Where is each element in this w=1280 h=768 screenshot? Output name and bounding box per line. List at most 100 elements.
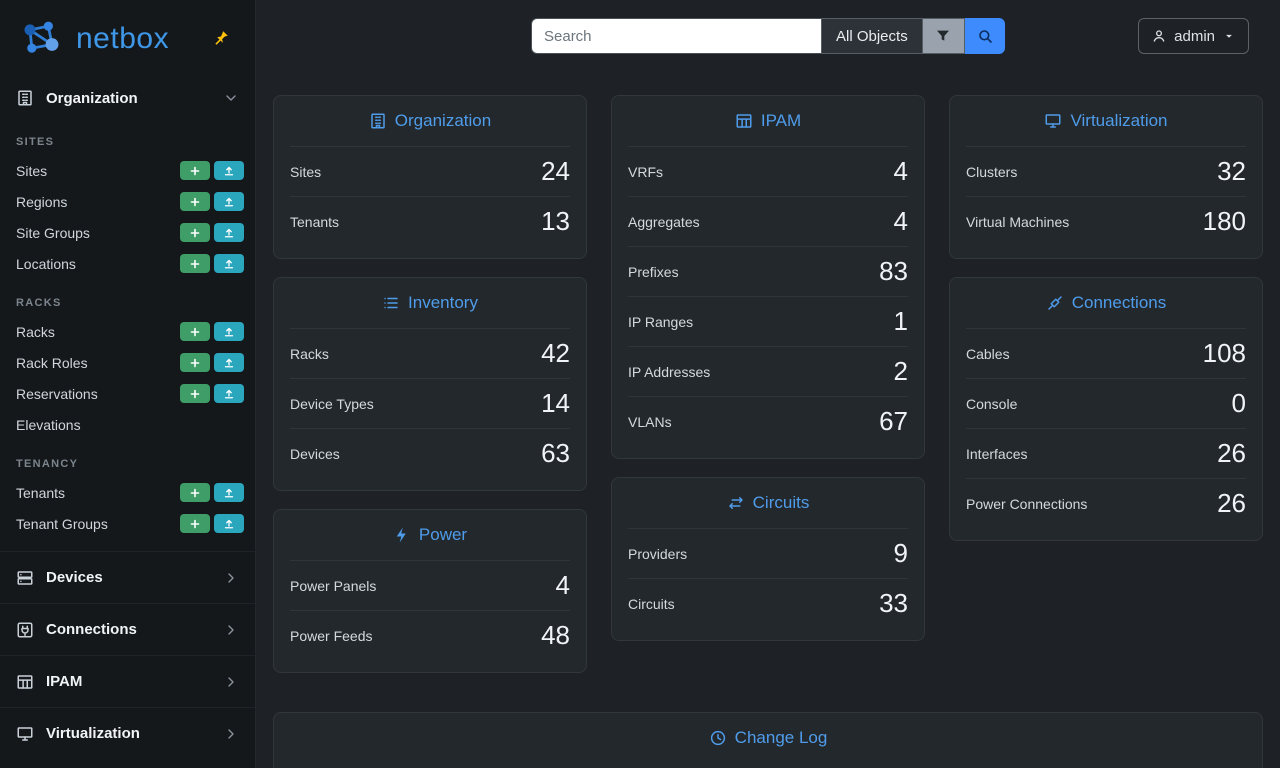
add-regions-button[interactable]: [180, 192, 210, 211]
sidebar-item-label[interactable]: Regions: [16, 193, 68, 210]
sidebar-item-locations[interactable]: Locations: [0, 248, 255, 279]
import-site-groups-button[interactable]: [214, 223, 244, 242]
stat-label[interactable]: Sites: [290, 163, 322, 180]
stat-label[interactable]: Cables: [966, 345, 1010, 362]
sidebar-item-label[interactable]: Reservations: [16, 385, 98, 402]
netbox-logo[interactable]: netbox: [0, 0, 255, 78]
add-reservations-button[interactable]: [180, 384, 210, 403]
sidebar-item-tenant-groups[interactable]: Tenant Groups: [0, 508, 255, 539]
stat-value[interactable]: 26: [1217, 488, 1246, 518]
stat-label[interactable]: IP Ranges: [628, 313, 694, 330]
sidebar-item-label[interactable]: Sites: [16, 162, 48, 179]
stat-value[interactable]: 1: [893, 306, 908, 336]
sidebar-item-elevations[interactable]: Elevations: [0, 409, 255, 440]
stat-label[interactable]: Racks: [290, 345, 329, 362]
search-input[interactable]: [531, 18, 821, 54]
sidebar-item-label[interactable]: Locations: [16, 255, 76, 272]
sidebar-item-reservations[interactable]: Reservations: [0, 378, 255, 409]
card-title-connections[interactable]: Connections: [950, 278, 1262, 328]
sidebar-item-tenants[interactable]: Tenants: [0, 477, 255, 508]
stat-label[interactable]: Providers: [628, 545, 688, 562]
stat-value[interactable]: 83: [879, 256, 908, 286]
stat-value[interactable]: 2: [893, 356, 908, 386]
import-rack-roles-button[interactable]: [214, 353, 244, 372]
stat-value[interactable]: 0: [1231, 388, 1246, 418]
stat-value[interactable]: 180: [1202, 206, 1246, 236]
stat-value[interactable]: 63: [541, 438, 570, 468]
card-title-change-log[interactable]: Change Log: [274, 713, 1262, 763]
sidebar-item-label[interactable]: Site Groups: [16, 224, 90, 241]
stat-label[interactable]: Console: [966, 395, 1018, 412]
stat-value[interactable]: 108: [1202, 338, 1246, 368]
stat-label[interactable]: Circuits: [628, 595, 675, 612]
import-racks-button[interactable]: [214, 322, 244, 341]
stat-value[interactable]: 4: [555, 570, 570, 600]
stat-value[interactable]: 9: [893, 538, 908, 568]
sidebar-item-rack-roles[interactable]: Rack Roles: [0, 347, 255, 378]
sidebar-item-devices[interactable]: Devices: [0, 551, 255, 603]
search-button[interactable]: [964, 18, 1005, 54]
sidebar-item-label[interactable]: Racks: [16, 323, 55, 340]
stat-value[interactable]: 48: [541, 620, 570, 650]
add-rack-roles-button[interactable]: [180, 353, 210, 372]
card-title-ipam[interactable]: IPAM: [612, 96, 924, 146]
object-type-button[interactable]: All Objects: [821, 18, 923, 54]
stat-value[interactable]: 4: [893, 156, 908, 186]
sidebar-item-organization[interactable]: Organization: [0, 78, 255, 118]
card-title-circuits[interactable]: Circuits: [612, 478, 924, 528]
import-regions-button[interactable]: [214, 192, 244, 211]
add-tenant-groups-button[interactable]: [180, 514, 210, 533]
card-title-virtualization[interactable]: Virtualization: [950, 96, 1262, 146]
sidebar-item-site-groups[interactable]: Site Groups: [0, 217, 255, 248]
stat-label[interactable]: IP Addresses: [628, 363, 711, 380]
card-title-power[interactable]: Power: [274, 510, 586, 560]
sidebar-item-regions[interactable]: Regions: [0, 186, 255, 217]
stat-label[interactable]: Devices: [290, 445, 340, 462]
stat-label[interactable]: Device Types: [290, 395, 374, 412]
stat-label[interactable]: Prefixes: [628, 263, 679, 280]
stat-label[interactable]: Clusters: [966, 163, 1018, 180]
stat-value[interactable]: 33: [879, 588, 908, 618]
add-tenants-button[interactable]: [180, 483, 210, 502]
stat-value[interactable]: 32: [1217, 156, 1246, 186]
stat-value[interactable]: 4: [893, 206, 908, 236]
stat-value[interactable]: 67: [879, 406, 908, 436]
sidebar-item-virtualization[interactable]: Virtualization: [0, 707, 255, 759]
filter-button[interactable]: [922, 18, 965, 54]
sidebar-item-label[interactable]: Tenants: [16, 484, 66, 501]
import-tenant-groups-button[interactable]: [214, 514, 244, 533]
import-sites-button[interactable]: [214, 161, 244, 180]
import-locations-button[interactable]: [214, 254, 244, 273]
stat-label[interactable]: Power Panels: [290, 577, 377, 594]
user-menu-button[interactable]: admin: [1138, 18, 1249, 54]
sidebar-item-label[interactable]: Elevations: [16, 416, 81, 433]
stat-label[interactable]: Tenants: [290, 213, 340, 230]
sidebar-item-connections[interactable]: Connections: [0, 603, 255, 655]
stat-label[interactable]: Virtual Machines: [966, 213, 1070, 230]
stat-value[interactable]: 13: [541, 206, 570, 236]
card-title-inventory[interactable]: Inventory: [274, 278, 586, 328]
stat-value[interactable]: 24: [541, 156, 570, 186]
add-site-groups-button[interactable]: [180, 223, 210, 242]
stat-label[interactable]: Interfaces: [966, 445, 1028, 462]
stat-value[interactable]: 42: [541, 338, 570, 368]
stat-label[interactable]: VLANs: [628, 413, 672, 430]
import-reservations-button[interactable]: [214, 384, 244, 403]
stat-label[interactable]: VRFs: [628, 163, 663, 180]
stat-label[interactable]: Aggregates: [628, 213, 700, 230]
card-title-organization[interactable]: Organization: [274, 96, 586, 146]
sidebar-item-ipam[interactable]: IPAM: [0, 655, 255, 707]
sidebar-item-racks[interactable]: Racks: [0, 316, 255, 347]
sidebar-item-label[interactable]: Rack Roles: [16, 354, 88, 371]
stat-value[interactable]: 14: [541, 388, 570, 418]
stat-value[interactable]: 26: [1217, 438, 1246, 468]
add-racks-button[interactable]: [180, 322, 210, 341]
add-locations-button[interactable]: [180, 254, 210, 273]
add-sites-button[interactable]: [180, 161, 210, 180]
stat-label[interactable]: Power Feeds: [290, 627, 373, 644]
sidebar-item-sites[interactable]: Sites: [0, 155, 255, 186]
sidebar-item-label[interactable]: Tenant Groups: [16, 515, 108, 532]
sidebar-pin-button[interactable]: [211, 29, 231, 49]
stat-label[interactable]: Power Connections: [966, 495, 1088, 512]
import-tenants-button[interactable]: [214, 483, 244, 502]
